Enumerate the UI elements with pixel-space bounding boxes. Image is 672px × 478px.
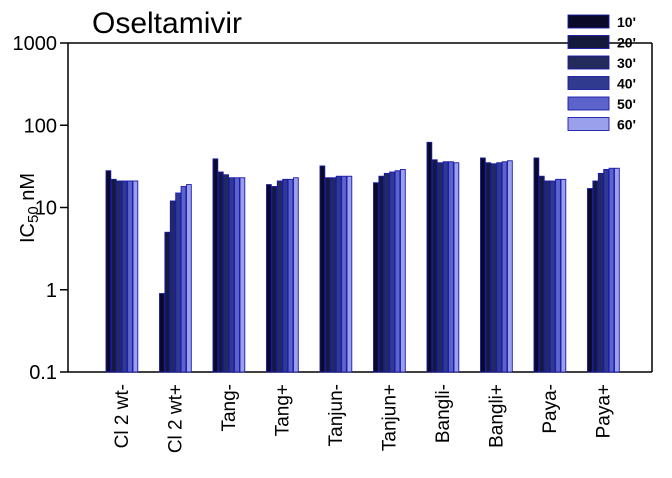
x-tick-label: Tanjun- (326, 384, 347, 446)
y-tick-label: 10 (35, 198, 57, 220)
legend-swatch (568, 97, 609, 110)
legend-label: 50' (617, 96, 636, 112)
bar (454, 163, 459, 372)
bar (550, 181, 555, 372)
y-tick-label: 100 (24, 115, 57, 137)
legend-label: 20' (617, 35, 636, 51)
bar (481, 158, 486, 372)
legend-swatch (568, 118, 609, 131)
legend-label: 60' (617, 117, 636, 133)
bar (556, 179, 561, 372)
x-tick-label: Tang+ (273, 384, 294, 436)
bar (235, 178, 240, 372)
bar (593, 181, 598, 372)
x-tick-label: Paya- (540, 384, 561, 434)
x-tick-label: Cl 2 wt- (112, 384, 133, 448)
bar (508, 161, 513, 372)
bar (588, 189, 593, 372)
bar (598, 173, 603, 372)
legend: 10' 20' 30' 40' 50' 60' (568, 14, 636, 133)
x-tick-label: Cl 2 wt+ (166, 384, 187, 453)
bar (432, 160, 437, 372)
bar (128, 181, 133, 372)
bar (486, 163, 491, 372)
bar (283, 179, 288, 372)
legend-label: 40' (617, 76, 636, 92)
bar (213, 159, 218, 372)
bar (111, 179, 116, 372)
x-tick-label: Bangli+ (487, 384, 508, 448)
bar (491, 164, 496, 372)
bar (384, 173, 389, 372)
bar (534, 158, 539, 372)
legend-label: 30' (617, 55, 636, 71)
bar (272, 187, 277, 372)
bar (181, 187, 186, 372)
bar (122, 181, 127, 372)
bar (288, 179, 293, 372)
y-tick-label: 0.1 (29, 362, 57, 384)
bar (331, 178, 336, 372)
bar (438, 163, 443, 372)
y-axis-label-main: IC (17, 223, 39, 243)
bar (395, 171, 400, 372)
bar (240, 178, 245, 372)
bar (401, 169, 406, 372)
legend-label: 10' (617, 14, 636, 30)
bar (427, 142, 432, 372)
bar (170, 201, 175, 372)
x-tick-label: Bangli- (433, 384, 454, 443)
bar (379, 176, 384, 372)
bar (545, 181, 550, 372)
bar (277, 181, 282, 372)
bar (347, 176, 352, 372)
bar (374, 183, 379, 372)
bar (133, 181, 138, 372)
bar (449, 162, 454, 372)
legend-swatch (568, 77, 609, 90)
chart-title: Oseltamivir (92, 7, 242, 40)
bar (218, 172, 223, 372)
plot-area: 0.1 1 10 100 1000 Cl 2 wt- Cl 2 wt+ Tang- Tang+ T… (13, 33, 653, 453)
legend-swatch (568, 15, 609, 28)
bar (497, 163, 502, 372)
bar (609, 168, 614, 372)
legend-swatch (568, 36, 609, 49)
bar (267, 185, 272, 372)
y-tick-label: 1 (46, 280, 57, 302)
bar (502, 162, 507, 372)
x-tick-label: Tanjun+ (380, 384, 401, 451)
legend-swatch (568, 56, 609, 69)
bar (224, 175, 229, 372)
bar (320, 166, 325, 372)
bar (342, 176, 347, 372)
bar (187, 185, 192, 372)
bar (325, 178, 330, 372)
bar (176, 193, 181, 372)
bar (229, 178, 234, 372)
bar (160, 294, 165, 372)
bar (336, 176, 341, 372)
x-tick-label: Tang- (219, 384, 240, 432)
bar (294, 178, 299, 372)
bar (604, 169, 609, 372)
bar (443, 162, 448, 372)
x-tick-label: Paya+ (594, 384, 615, 438)
bar (615, 168, 620, 372)
bar (561, 179, 566, 372)
bar (106, 171, 111, 372)
y-tick-label: 1000 (13, 33, 58, 55)
bar (539, 176, 544, 372)
bar (117, 181, 122, 372)
bar (165, 232, 170, 372)
bar (390, 172, 395, 372)
